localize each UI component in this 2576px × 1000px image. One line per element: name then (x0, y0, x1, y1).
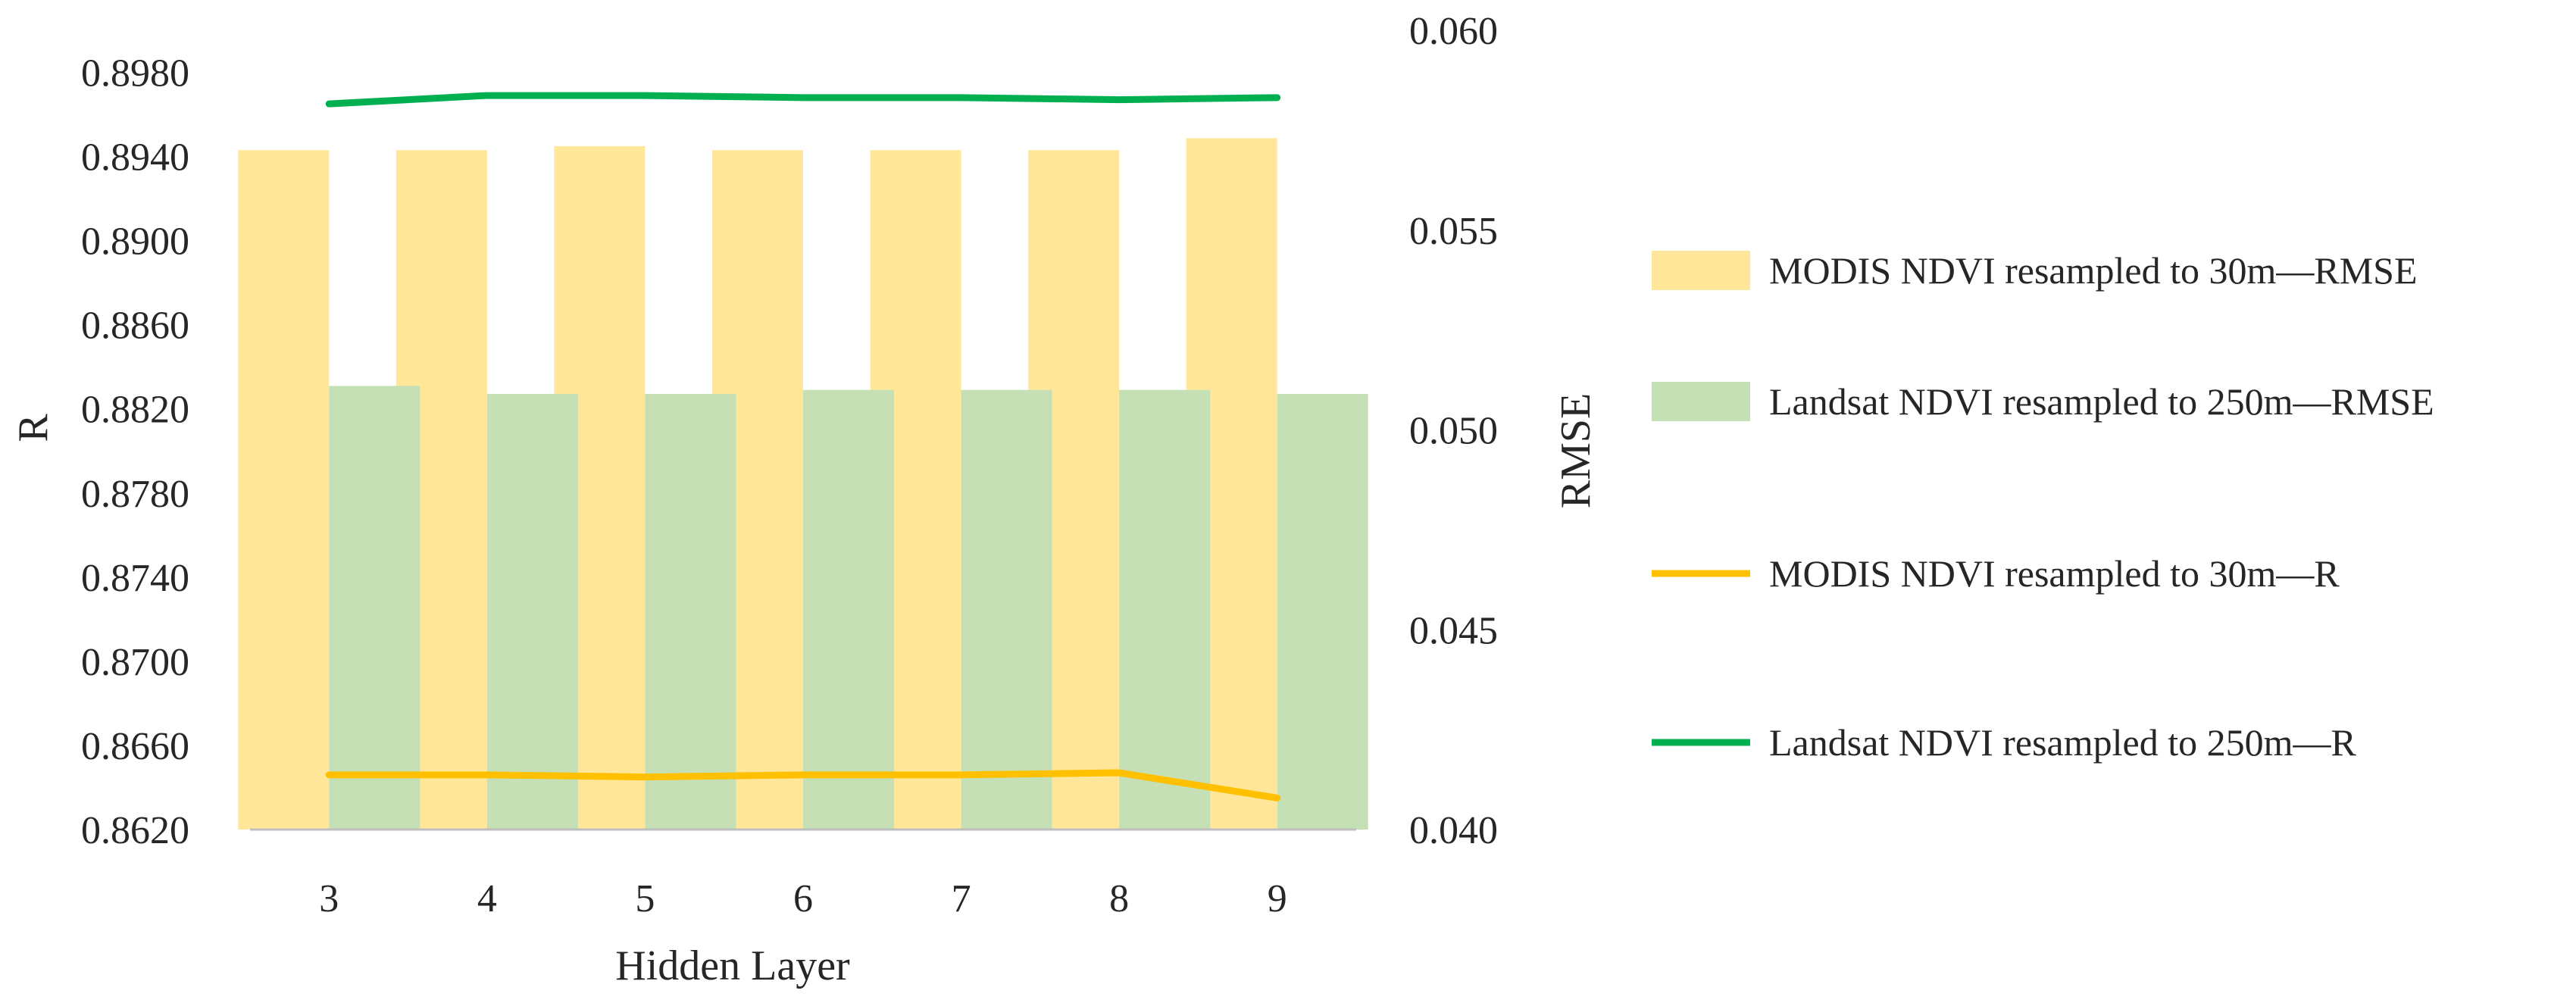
legend-swatch (1652, 382, 1750, 421)
legend: MODIS NDVI resampled to 30m—RMSE Landsat … (1652, 249, 2434, 764)
y-left-tick-label: 0.8820 (81, 389, 189, 432)
x-tick-label: 7 (952, 877, 971, 920)
y-left-tick-label: 0.8780 (81, 473, 189, 516)
y-left-tick-label: 0.8980 (81, 52, 189, 95)
legend-swatch (1652, 251, 1750, 290)
x-tick-label: 3 (319, 877, 339, 920)
x-tick-labels: 3 4 5 6 7 8 9 (319, 877, 1286, 920)
y-left-tick-labels: 0.8620 0.8660 0.8700 0.8740 0.8780 0.8820 0.88… (81, 52, 189, 852)
x-tick-label: 6 (793, 877, 813, 920)
line-modis-r (325, 769, 1281, 802)
y-left-tick-label: 0.8660 (81, 725, 189, 768)
bar-layer (238, 138, 1368, 830)
y-right-tick-label: 0.060 (1409, 10, 1498, 53)
bar-landsat-rmse-6 (803, 389, 894, 830)
y-left-tick-label: 0.8940 (81, 136, 189, 180)
bar-landsat-rmse-9 (1277, 394, 1368, 830)
y-left-tick-label: 0.8620 (81, 809, 189, 852)
y-left-tick-label: 0.8740 (81, 557, 189, 600)
x-axis-title: Hidden Layer (615, 942, 850, 989)
y-left-axis-title: R (10, 414, 57, 442)
y-left-tick-label: 0.8860 (81, 305, 189, 348)
y-left-tick-label: 0.8900 (81, 220, 189, 264)
legend-label: Landsat NDVI resampled to 250m—R (1769, 721, 2357, 764)
y-right-tick-label: 0.055 (1409, 210, 1498, 253)
x-tick-label: 9 (1268, 877, 1287, 920)
y-right-tick-label: 0.045 (1409, 609, 1498, 652)
x-tick-label: 4 (477, 877, 497, 920)
bar-landsat-rmse-4 (486, 394, 578, 830)
line-layer (325, 92, 1281, 802)
y-left-tick-label: 0.8700 (81, 641, 189, 684)
bar-landsat-rmse-3 (329, 386, 420, 830)
bar-landsat-rmse-7 (961, 389, 1052, 830)
legend-label: MODIS NDVI resampled to 30m—RMSE (1769, 249, 2418, 292)
y-right-tick-labels: 0.040 0.045 0.050 0.055 0.060 (1409, 10, 1498, 852)
bar-landsat-rmse-5 (645, 394, 736, 830)
bar-landsat-rmse-8 (1119, 389, 1211, 830)
y-right-tick-label: 0.040 (1409, 809, 1498, 852)
x-tick-label: 5 (635, 877, 655, 920)
legend-label: MODIS NDVI resampled to 30m—R (1769, 552, 2340, 595)
legend-label: Landsat NDVI resampled to 250m—RMSE (1769, 380, 2434, 423)
y-right-tick-label: 0.050 (1409, 410, 1498, 453)
y-right-axis-title: RMSE (1552, 393, 1599, 509)
bar-modis-rmse-3 (238, 150, 330, 830)
line-landsat-r (325, 92, 1281, 108)
x-tick-label: 8 (1109, 877, 1129, 920)
